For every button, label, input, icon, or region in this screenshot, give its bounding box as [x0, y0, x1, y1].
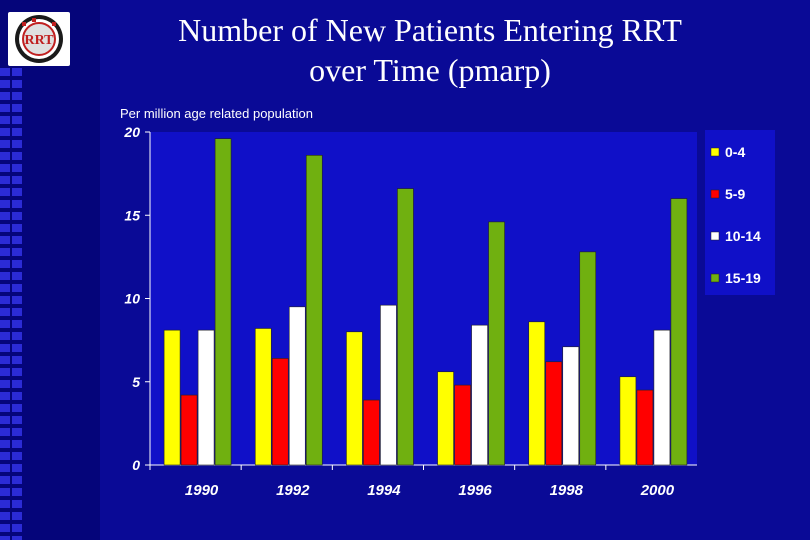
page-title: Number of New Patients Entering RRT over…: [100, 10, 760, 90]
legend-swatch-0-4: [710, 147, 720, 157]
left-decorative-strip: [0, 0, 100, 540]
svg-text:RRT: RRT: [24, 33, 54, 48]
bar-10-14-1992: [288, 306, 306, 466]
bar-10-14-2000: [653, 329, 671, 466]
bar-15-19-1992: [305, 155, 323, 466]
legend-label-5-9: 5-9: [725, 186, 745, 202]
title-line-1: Number of New Patients Entering RRT: [178, 12, 682, 48]
bar-5-9-1990: [180, 394, 198, 466]
bar-5-9-1992: [271, 358, 289, 466]
legend-label-10-14: 10-14: [725, 228, 761, 244]
legend-box: [705, 130, 775, 295]
bar-0-4-1994: [346, 331, 363, 466]
bar-0-4-1992: [254, 328, 272, 466]
x-tick-label: 1994: [367, 482, 401, 499]
x-tick-label: 1998: [550, 482, 584, 499]
y-tick-label: 10: [124, 291, 140, 307]
bar-5-9-1994: [363, 399, 380, 466]
bar-0-4-2000: [619, 376, 637, 466]
legend-swatch-10-14: [710, 231, 720, 241]
y-tick-label: 20: [123, 124, 140, 140]
x-tick-label: 1996: [458, 482, 492, 499]
y-tick-label: 15: [124, 207, 140, 223]
bar-0-4-1996: [437, 371, 454, 466]
legend-label-0-4: 0-4: [725, 144, 745, 160]
x-tick-label: 2000: [640, 482, 675, 499]
decorative-squares: [0, 68, 22, 540]
x-tick-label: 1992: [276, 482, 310, 499]
plot-area: [150, 132, 697, 465]
bar-15-19-2000: [670, 198, 688, 466]
bar-0-4-1998: [528, 321, 546, 466]
bar-10-14-1996: [471, 324, 488, 466]
bar-15-19-1996: [488, 221, 505, 466]
y-tick-label: 0: [132, 457, 140, 473]
rrt-emblem-icon: RRT: [8, 12, 70, 66]
y-tick-label: 5: [132, 374, 140, 390]
legend-swatch-15-19: [710, 273, 720, 283]
bar-15-19-1994: [397, 188, 414, 466]
title-line-2: over Time (pmarp): [309, 52, 551, 88]
legend-swatch-5-9: [710, 189, 720, 199]
bar-10-14-1990: [197, 329, 215, 466]
bar-5-9-2000: [636, 389, 654, 466]
bar-15-19-1998: [579, 251, 597, 466]
bar-15-19-1990: [214, 138, 232, 466]
bar-0-4-1990: [163, 329, 181, 466]
bar-5-9-1996: [454, 384, 471, 466]
legend-label-15-19: 15-19: [725, 270, 761, 286]
bar-10-14-1998: [562, 346, 580, 466]
y-axis-label: Per million age related population: [120, 106, 313, 121]
x-tick-label: 1990: [185, 482, 219, 499]
bar-10-14-1994: [380, 304, 397, 466]
bar-5-9-1998: [545, 361, 563, 466]
